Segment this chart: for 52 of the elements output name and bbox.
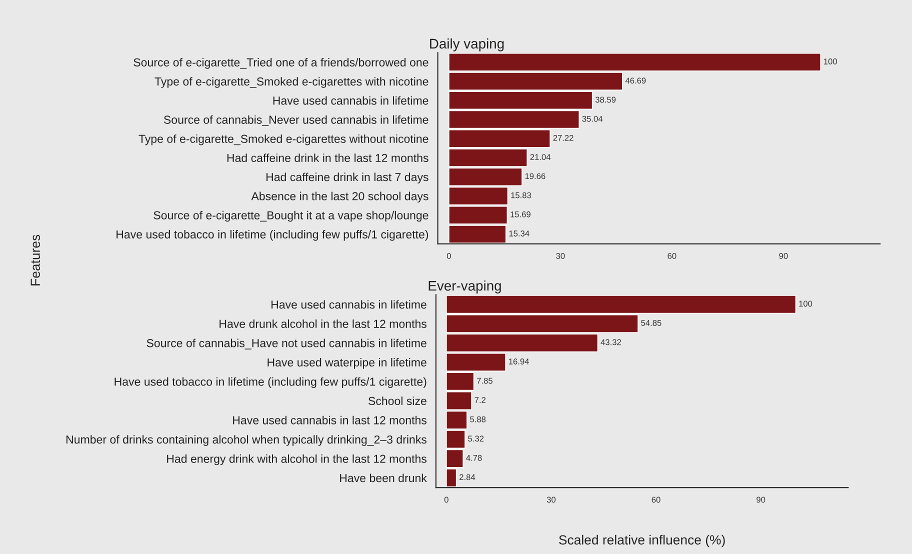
x-tick-label: 0: [444, 496, 448, 503]
y-tick-label: Type of e-cigarette_Smoked e-cigarettes without nicotine: [138, 134, 428, 146]
data-label: 4.78: [466, 454, 482, 461]
y-tick-label: Source of e-cigarette_Bought it at a vape shop/lounge: [154, 210, 428, 222]
y-tick-label: Have used cannabis in lifetime: [273, 96, 428, 105]
chart-title: Daily vaping: [430, 38, 504, 52]
x-tick-label: 30: [556, 253, 565, 259]
y-tick-label: Have been drunk: [340, 474, 427, 482]
y-tick-label: School size: [368, 396, 426, 406]
x-tick-label: 60: [652, 496, 660, 503]
x-tick-label: 90: [756, 496, 766, 503]
y-tick-label: Source of cannabis_Have not used cannabis in lifetime: [146, 338, 426, 350]
data-label: 19.66: [525, 173, 546, 180]
data-label: 15.69: [510, 211, 530, 218]
y-axis-title: Features: [30, 234, 40, 286]
data-label: 5.32: [468, 436, 484, 442]
data-label: 21.04: [530, 154, 551, 160]
y-tick-label: Had caffeine drink in the last 12 months: [227, 154, 428, 162]
data-label: 7.2: [474, 397, 486, 403]
data-label: 46.69: [625, 78, 646, 84]
y-tick-label: Have used tobacco in lifetime (including few puffs/1 cigarette): [116, 230, 428, 241]
data-label: 7.85: [477, 378, 492, 384]
data-label: 15.83: [511, 192, 532, 198]
data-label: 38.59: [595, 96, 616, 103]
data-label: 27.22: [553, 134, 574, 141]
data-label: 2.84: [460, 474, 476, 480]
y-tick-label: Number of drinks containing alcohol when typically drinking_2–3 drinks: [66, 435, 427, 446]
y-tick-label: Had caffeine drink in last 7 days: [266, 172, 428, 184]
x-axis-title: Scaled relative influence (%): [559, 534, 725, 548]
x-tick-label: 90: [779, 253, 788, 259]
data-label: 35.04: [582, 116, 603, 122]
data-label: 15.34: [509, 230, 530, 236]
data-label: 100: [799, 300, 812, 307]
data-label: 100: [824, 58, 837, 64]
y-tick-label: Type of e-cigarette_Smoked e-cigarettes with nicotine: [154, 77, 428, 88]
y-tick-label: Had energy drink with alcohol in the last 12 months: [167, 454, 427, 466]
y-tick-label: Have used waterpipe in lifetime: [268, 358, 426, 369]
y-tick-label: Source of cannabis_Never used cannabis in lifetime: [164, 115, 428, 126]
x-tick-label: 30: [546, 496, 556, 503]
data-label: 43.32: [600, 339, 621, 346]
y-tick-label: Have used cannabis in last 12 months: [233, 416, 427, 424]
chart-title: Ever-vaping: [428, 280, 501, 294]
y-tick-label: Absence in the last 20 school days: [251, 192, 428, 203]
x-tick-label: 60: [668, 253, 676, 259]
y-tick-label: Have used tobacco in lifetime (including few puffs/1 cigarette): [114, 377, 426, 388]
y-tick-label: Have used cannabis in lifetime: [272, 300, 426, 309]
x-tick-label: 0: [446, 253, 451, 259]
y-tick-label: Have drunk alcohol in the last 12 months: [220, 319, 427, 328]
y-tick-label: Source of e-cigarette_Tried one of a friends/borrowed one: [134, 58, 428, 69]
data-label: 5.88: [470, 416, 486, 422]
data-label: 16.94: [509, 358, 529, 364]
data-label: 54.85: [641, 320, 662, 326]
